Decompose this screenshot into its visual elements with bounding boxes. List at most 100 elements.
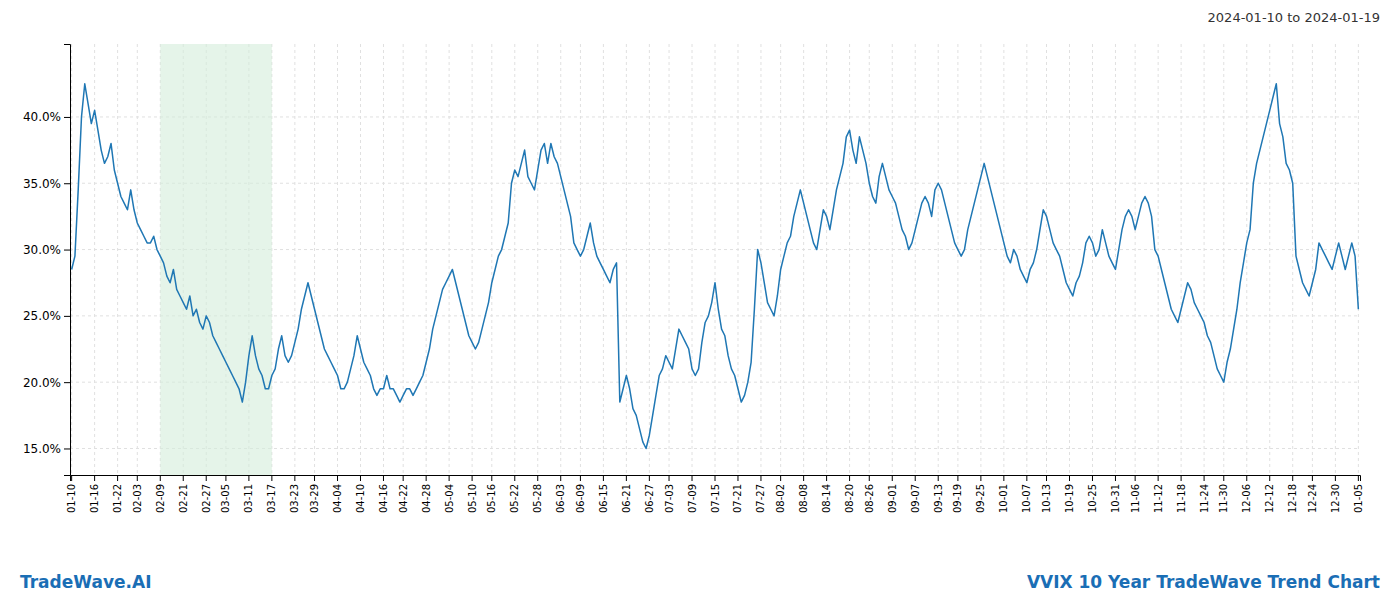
tick-label: 10-01: [998, 484, 1009, 513]
grid-line-x: [892, 44, 893, 475]
tick-label: 12-18: [1287, 484, 1298, 513]
tick-mark: [560, 475, 561, 481]
grid-line-x: [1312, 44, 1313, 475]
tick-label: 09-19: [952, 484, 963, 513]
x-tick: 04-10: [355, 475, 366, 513]
tick-mark: [472, 475, 473, 481]
tick-mark: [64, 448, 70, 449]
tick-mark: [1292, 475, 1293, 481]
grid-line-x: [71, 44, 72, 475]
x-tick: 03-11: [243, 475, 254, 513]
y-tick: 25.0%: [23, 309, 70, 323]
grid-line-x: [869, 44, 870, 475]
tick-label: 03-05: [220, 484, 231, 513]
x-tick: 02-21: [178, 475, 189, 513]
x-tick: 11-18: [1176, 475, 1187, 513]
tick-label: 04-28: [421, 484, 432, 513]
tick-mark: [360, 475, 361, 481]
tick-mark: [1092, 475, 1093, 481]
tick-label: 10-07: [1021, 484, 1032, 513]
tick-label: 07-03: [664, 484, 675, 513]
tick-label: 05-04: [444, 484, 455, 513]
tick-mark: [271, 475, 272, 481]
tick-label: 09-13: [933, 484, 944, 513]
tick-label: 08-20: [844, 484, 855, 513]
tick-mark: [1223, 475, 1224, 481]
tick-mark: [1026, 475, 1027, 481]
x-tick: 03-17: [266, 475, 277, 513]
tick-mark: [137, 475, 138, 481]
grid-line-x: [514, 44, 515, 475]
tick-mark: [957, 475, 958, 481]
tick-mark: [426, 475, 427, 481]
x-tick: 02-09: [155, 475, 166, 513]
tick-label: 20.0%: [23, 376, 61, 390]
x-tick: 10-01: [998, 475, 1009, 513]
tick-mark: [669, 475, 670, 481]
tick-mark: [626, 475, 627, 481]
tick-label: 12-06: [1241, 484, 1252, 513]
tick-mark: [1158, 475, 1159, 481]
grid-line-x: [1181, 44, 1182, 475]
grid-line-x: [826, 44, 827, 475]
tick-mark: [826, 475, 827, 481]
x-tick: 08-26: [864, 475, 875, 513]
tick-mark: [1269, 475, 1270, 481]
tick-label: 09-01: [887, 484, 898, 513]
grid-line-x: [957, 44, 958, 475]
tick-mark: [1358, 475, 1359, 481]
grid-line-x: [137, 44, 138, 475]
x-tick: 08-20: [844, 475, 855, 513]
grid-line-x: [426, 44, 427, 475]
grid-line-x: [1069, 44, 1070, 475]
tick-mark: [248, 475, 249, 481]
tick-mark: [514, 475, 515, 481]
tick-label: 12-24: [1307, 484, 1318, 513]
grid-line-x: [1358, 44, 1359, 475]
tick-mark: [64, 316, 70, 317]
tick-label: 12-30: [1330, 484, 1341, 513]
x-tick: 04-28: [421, 475, 432, 513]
grid-line-x: [603, 44, 604, 475]
tick-label: 09-07: [910, 484, 921, 513]
tick-mark: [603, 475, 604, 481]
grid-line-x: [1115, 44, 1116, 475]
tick-label: 04-16: [378, 484, 389, 513]
tick-mark: [649, 475, 650, 481]
x-tick: 07-21: [732, 475, 743, 513]
title: VVIX 10 Year TradeWave Trend Chart: [1027, 572, 1380, 592]
x-tick: 09-01: [887, 475, 898, 513]
grid-line-x: [1135, 44, 1136, 475]
tick-mark: [1069, 475, 1070, 481]
tick-mark: [64, 382, 70, 383]
tick-label: 10-19: [1064, 484, 1075, 513]
x-tick: 09-07: [910, 475, 921, 513]
x-tick: 10-31: [1110, 475, 1121, 513]
x-tick: 05-04: [444, 475, 455, 513]
grid-line-x: [692, 44, 693, 475]
tick-label: 08-26: [864, 484, 875, 513]
x-tick: 12-30: [1330, 475, 1341, 513]
tick-mark: [403, 475, 404, 481]
tick-mark: [71, 475, 72, 481]
axis-domain: [71, 476, 1361, 482]
x-tick: 12-18: [1287, 475, 1298, 513]
tick-label: 04-22: [398, 484, 409, 513]
grid-line-x: [715, 44, 716, 475]
x-tick: 04-16: [378, 475, 389, 513]
highlight-band: [160, 44, 272, 475]
tick-mark: [117, 475, 118, 481]
grid-line-x: [314, 44, 315, 475]
grid-line-x: [1003, 44, 1004, 475]
y-tick: 40.0%: [23, 110, 70, 124]
grid-line-x: [94, 44, 95, 475]
x-tick: 05-16: [486, 475, 497, 513]
tick-label: 06-09: [575, 484, 586, 513]
tick-label: 07-21: [732, 484, 743, 513]
tick-label: 02-03: [132, 484, 143, 513]
grid-line-x: [580, 44, 581, 475]
grid-line-x: [1292, 44, 1293, 475]
tick-label: 02-27: [201, 484, 212, 513]
x-tick: 01-10: [66, 475, 77, 513]
x-tick: 01-05: [1353, 475, 1364, 513]
